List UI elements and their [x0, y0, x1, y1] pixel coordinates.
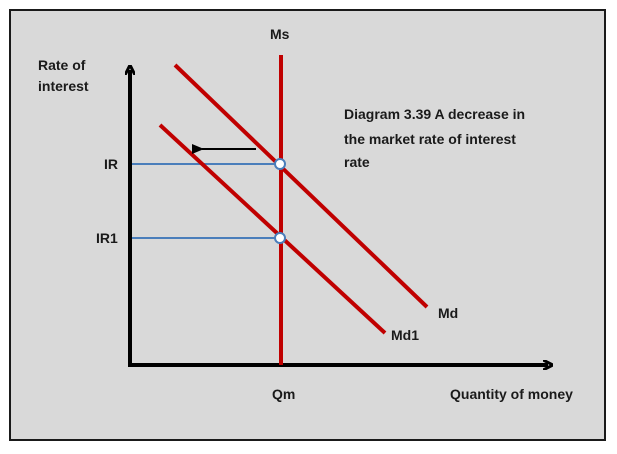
- caption-line-2: the market rate of interest: [344, 131, 516, 147]
- diagram-frame: [9, 9, 606, 441]
- supply-label: Ms: [270, 26, 290, 42]
- rate-new-label: IR1: [96, 230, 118, 246]
- y-axis-label-line-2: interest: [38, 78, 89, 94]
- x-axis-label: Quantity of money: [450, 386, 573, 402]
- demand-new-label: Md1: [391, 327, 419, 343]
- rate-initial-label: IR: [104, 156, 118, 172]
- equilibrium-point-new: [274, 232, 286, 244]
- money-demand-new-line: [158, 123, 387, 335]
- equilibrium-point-initial: [274, 158, 286, 170]
- y-axis-label-line-1: Rate of: [38, 57, 86, 73]
- caption-line-1: Diagram 3.39 A decrease in: [344, 106, 525, 122]
- money-demand-line: [173, 63, 429, 309]
- caption-line-3: rate: [344, 154, 370, 170]
- demand-label: Md: [438, 305, 458, 321]
- quantity-label: Qm: [272, 386, 295, 402]
